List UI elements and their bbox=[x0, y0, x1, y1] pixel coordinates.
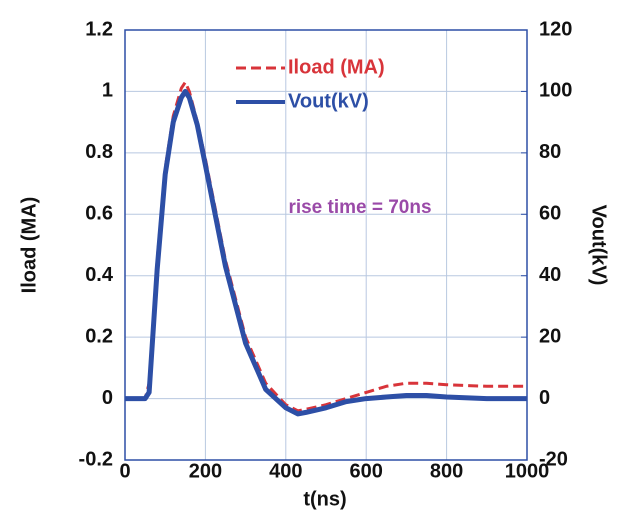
y2-tick-label: 20 bbox=[539, 325, 561, 347]
y2-tick-label: 0 bbox=[539, 387, 550, 409]
x-tick-label: 800 bbox=[430, 460, 463, 482]
y-tick-label: 1.2 bbox=[85, 18, 113, 40]
plot-frame bbox=[124, 29, 528, 461]
x-tick-label: 0 bbox=[119, 460, 130, 482]
x-tick-label: 1000 bbox=[505, 460, 550, 482]
series-line bbox=[125, 88, 527, 417]
y-axis-title: Iload (MA) bbox=[18, 197, 40, 294]
y2-tick-label: 120 bbox=[539, 18, 572, 40]
y2-tick-label: 60 bbox=[539, 203, 561, 225]
y2-axis-title: Vout(kV) bbox=[588, 205, 610, 286]
y-tick-label: 0 bbox=[102, 387, 113, 409]
y2-tick-label: 40 bbox=[539, 264, 561, 286]
annotation: rise time = 70ns bbox=[288, 197, 431, 218]
y-tick-label: -0.2 bbox=[79, 448, 113, 470]
x-tick-label: 600 bbox=[350, 460, 383, 482]
legend-label: Iload (MA) bbox=[288, 56, 385, 78]
x-tick-label: 400 bbox=[269, 460, 302, 482]
x-tick-label: 200 bbox=[189, 460, 222, 482]
y-tick-label: 0.8 bbox=[85, 141, 113, 163]
y-tick-label: 0.2 bbox=[85, 325, 113, 347]
x-axis-title: t(ns) bbox=[303, 488, 346, 510]
y2-tick-label: -20 bbox=[539, 448, 568, 470]
y2-tick-label: 100 bbox=[539, 80, 572, 102]
y-tick-label: 0.4 bbox=[85, 264, 114, 286]
legend-label: Vout(kV) bbox=[288, 90, 369, 112]
y-tick-label: 1 bbox=[102, 80, 113, 102]
y2-tick-label: 80 bbox=[539, 141, 561, 163]
series-line bbox=[125, 80, 527, 413]
y-tick-label: 0.6 bbox=[85, 203, 113, 225]
